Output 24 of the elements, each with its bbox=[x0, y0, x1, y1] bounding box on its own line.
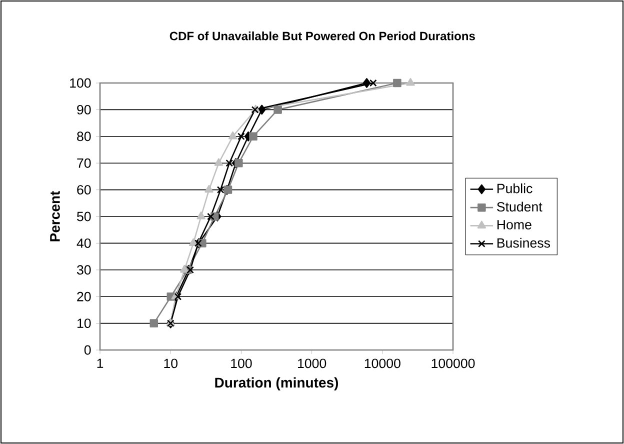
x-tick-label: 1 bbox=[97, 358, 104, 368]
y-tick-label: 20 bbox=[77, 292, 91, 302]
y-tick-label: 100 bbox=[70, 78, 91, 88]
y-tick-label: 30 bbox=[76, 265, 91, 275]
x-axis-title: Duration (minutes) bbox=[215, 377, 338, 390]
y-tick-label: 70 bbox=[77, 158, 91, 168]
y-tick-label: 90 bbox=[77, 104, 91, 114]
x-tick-label: 10 bbox=[164, 358, 178, 368]
y-tick-label: 60 bbox=[77, 185, 91, 195]
x-tick-label: 100000 bbox=[432, 358, 475, 368]
y-tick-label: 50 bbox=[77, 212, 91, 222]
y-tick-label: 0 bbox=[84, 345, 91, 355]
y-axis-title: Percent bbox=[50, 190, 60, 242]
y-tick-label: 40 bbox=[76, 238, 91, 248]
legend-label: Home bbox=[497, 220, 532, 230]
chart-title: CDF of Unavailable But Powered On Period Durations bbox=[170, 31, 475, 40]
x-tick-label: 100 bbox=[231, 358, 252, 368]
x-tick-label: 10000 bbox=[364, 358, 400, 368]
legend-label: Public bbox=[497, 183, 532, 194]
legend-label: Business bbox=[497, 238, 550, 248]
x-tick-label: 1000 bbox=[298, 358, 326, 368]
y-tick-label: 80 bbox=[77, 132, 91, 142]
y-tick-label: 10 bbox=[78, 318, 91, 328]
legend-label: Student bbox=[496, 202, 542, 212]
